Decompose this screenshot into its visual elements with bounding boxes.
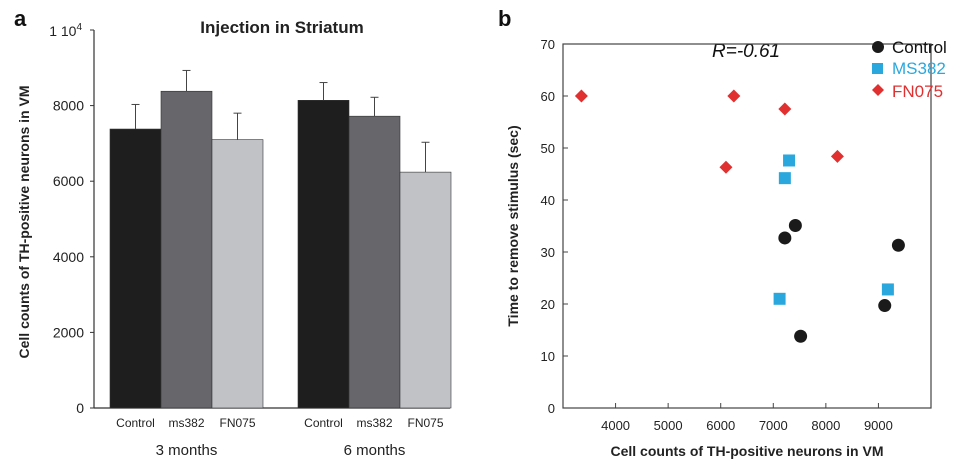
scatter-point-control: [891, 238, 905, 252]
scatter-point-fn075: [727, 89, 741, 103]
bar-category-label: ms382: [168, 416, 204, 430]
scatter-point-control: [878, 299, 892, 313]
scatter-x-axis-label: Cell counts of TH-positive neurons in VM: [610, 443, 883, 459]
bar-chart-title: Injection in Striatum: [200, 18, 363, 37]
scatter-point-control: [778, 231, 792, 245]
scatter-y-tick-label: 70: [541, 37, 555, 52]
scatter-y-tick-label: 40: [541, 193, 555, 208]
scatter-y-tick-label: 20: [541, 297, 555, 312]
bar: [297, 100, 350, 409]
scatter-point-fn075: [719, 160, 733, 174]
bar-chart-y-tick-label: 6000: [53, 173, 84, 189]
bar-group-label: 3 months: [156, 442, 218, 459]
scatter-plot-frame: [562, 43, 932, 409]
bar-category-label: FN075: [407, 416, 443, 430]
bar-chart-y-tick-label: 0: [76, 400, 84, 416]
scatter-point-ms382: [773, 292, 786, 305]
scatter-y-tick-label: 50: [541, 141, 555, 156]
scatter-point-control: [794, 329, 808, 343]
bar: [109, 128, 162, 409]
panel-a-letter: a: [14, 6, 27, 31]
bar-category-label: Control: [304, 416, 343, 430]
panel-b-letter: b: [498, 6, 511, 31]
legend-ms382-label: MS382: [892, 59, 946, 78]
legend-fn075-label: FN075: [892, 82, 943, 101]
legend-control-marker: [872, 41, 884, 53]
scatter-point-fn075: [778, 102, 792, 116]
scatter-y-tick-label: 0: [548, 401, 555, 416]
scatter-point-ms382: [881, 283, 894, 296]
scatter-x-tick-label: 4000: [601, 418, 630, 433]
bar-category-label: FN075: [219, 416, 255, 430]
scatter-legend: Control MS382 FN075: [872, 38, 947, 101]
bar: [160, 90, 213, 409]
bar: [348, 115, 401, 409]
legend-fn075-marker: [872, 84, 884, 96]
scatter-y-tick-label: 30: [541, 245, 555, 260]
scatter-point-ms382: [778, 172, 791, 185]
bar-chart-top-tick-base: 1 10: [49, 23, 76, 39]
scatter-x-tick-label: 5000: [654, 418, 683, 433]
legend-control-label: Control: [892, 38, 947, 57]
bar-chart-y-tick-label: 2000: [53, 324, 84, 340]
bar-chart-top-tick-exponent: 4: [76, 22, 82, 33]
bar-group-label: 6 months: [344, 442, 406, 459]
scatter-y-axis-label: Time to remove stimulus (sec): [505, 125, 521, 326]
bar: [399, 171, 452, 409]
bar-chart-top-tick-label: 1 104: [49, 22, 82, 39]
scatter-point-control: [788, 218, 802, 232]
scatter-x-tick-label: 6000: [706, 418, 735, 433]
scatter-x-tick-label: 7000: [759, 418, 788, 433]
bar-category-label: Control: [116, 416, 155, 430]
scatter-y-tick-label: 60: [541, 89, 555, 104]
scatter-point-fn075: [830, 149, 844, 163]
scatter-point-fn075: [574, 89, 588, 103]
bar-chart-y-tick-label: 8000: [53, 98, 84, 114]
scatter-correlation-annotation: R=-0.61: [712, 41, 780, 62]
bar: [211, 139, 264, 409]
scatter-point-ms382: [783, 154, 796, 167]
bar-chart-y-axis-label: Cell counts of TH-positive neurons in VM: [16, 85, 32, 358]
bar-chart-y-tick-label: 4000: [53, 249, 84, 265]
legend-ms382-marker: [872, 63, 883, 74]
scatter-plot: 0 10 20 30 40 50 60 70 4000 5000 6000 7000 8000 9000: [541, 37, 932, 433]
scatter-x-tick-label: 8000: [811, 418, 840, 433]
bar-category-label: ms382: [356, 416, 392, 430]
scatter-x-tick-label: 9000: [864, 418, 893, 433]
scatter-y-tick-label: 10: [541, 349, 555, 364]
